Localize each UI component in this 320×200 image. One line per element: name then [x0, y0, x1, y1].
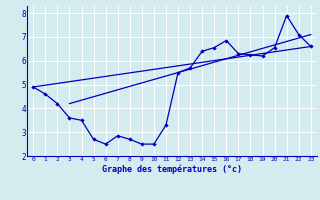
X-axis label: Graphe des températures (°c): Graphe des températures (°c): [102, 164, 242, 174]
